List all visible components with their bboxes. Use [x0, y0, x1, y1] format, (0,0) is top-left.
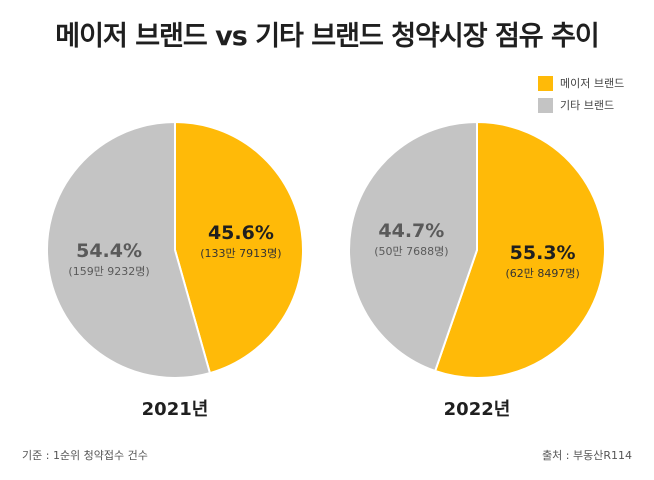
pie-chart-2022: 55.3% (62만 8497명) 44.7% (50만 7688명) — [348, 120, 606, 379]
legend-swatch-other — [538, 97, 553, 113]
pie-title-2022: 2022년 — [443, 399, 511, 420]
legend-swatch-major — [538, 75, 553, 91]
pie-pct-label: 54.4% — [76, 240, 142, 262]
pie-chart-2021: 45.6% (133만 7913명) 54.4% (159만 9232명) — [46, 120, 304, 379]
pie-count-label: (133만 7913명) — [200, 247, 281, 260]
pie-count-label: (50만 7688명) — [374, 245, 448, 258]
footnote-basis: 기준 : 1순위 청약접수 건수 — [22, 449, 148, 462]
pie-count-label: (159만 9232명) — [68, 265, 149, 278]
pie-pct-label: 45.6% — [208, 222, 274, 244]
legend: 메이저 브랜드 기타 브랜드 — [538, 72, 624, 116]
pie-slice-other — [46, 120, 212, 379]
pie-pct-label: 44.7% — [378, 220, 444, 242]
footnote-source: 출처 : 부동산R114 — [542, 449, 632, 462]
legend-label-other: 기타 브랜드 — [560, 99, 615, 112]
chart-title: 메이저 브랜드 vs 기타 브랜드 청약시장 점유 추이 — [55, 21, 599, 52]
legend-item-major: 메이저 브랜드 — [538, 72, 624, 94]
legend-item-other: 기타 브랜드 — [538, 94, 624, 116]
pie-slice-major — [174, 120, 304, 375]
pie-count-label: (62만 8497명) — [505, 267, 579, 280]
pie-slice-other — [348, 120, 478, 373]
pie-pct-label: 55.3% — [510, 242, 576, 264]
pie-title-2021: 2021년 — [141, 399, 209, 420]
legend-label-major: 메이저 브랜드 — [560, 77, 625, 90]
